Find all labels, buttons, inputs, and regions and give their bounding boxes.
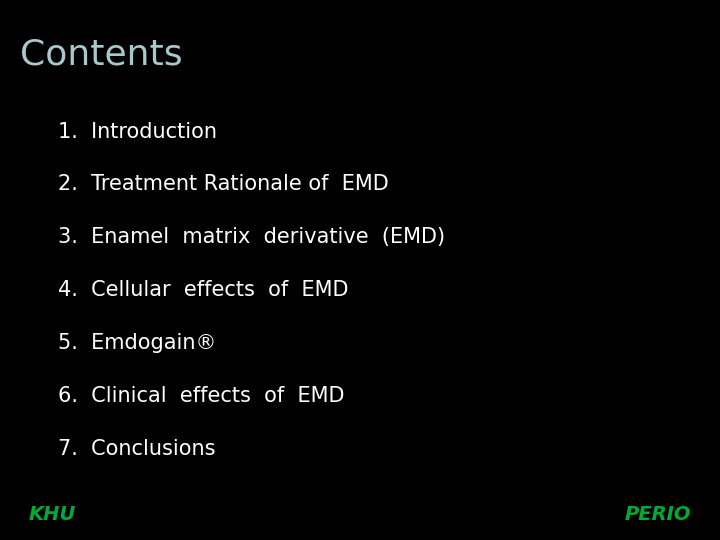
Text: PERIO: PERIO bbox=[625, 505, 691, 524]
Text: 1.  Introduction: 1. Introduction bbox=[58, 122, 217, 141]
Text: 3.  Enamel  matrix  derivative  (EMD): 3. Enamel matrix derivative (EMD) bbox=[58, 227, 445, 247]
Text: 5.  Emdogain®: 5. Emdogain® bbox=[58, 333, 216, 353]
Text: KHU: KHU bbox=[29, 505, 76, 524]
Text: 2.  Treatment Rationale of  EMD: 2. Treatment Rationale of EMD bbox=[58, 174, 388, 194]
Text: 7.  Conclusions: 7. Conclusions bbox=[58, 439, 215, 459]
Text: 4.  Cellular  effects  of  EMD: 4. Cellular effects of EMD bbox=[58, 280, 348, 300]
Text: Contents: Contents bbox=[20, 38, 183, 72]
Text: 6.  Clinical  effects  of  EMD: 6. Clinical effects of EMD bbox=[58, 386, 344, 406]
